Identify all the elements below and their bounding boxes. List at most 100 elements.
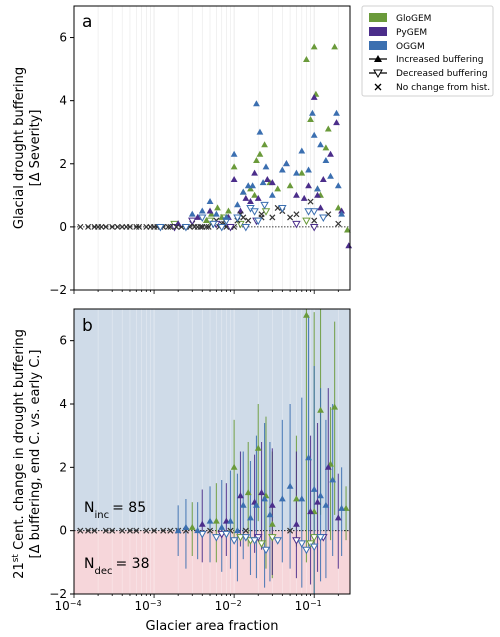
- pygem-increased-point: [327, 150, 334, 157]
- pygem-increased-point: [198, 520, 206, 527]
- panel-b-label: b: [82, 316, 93, 336]
- oggm-nochange-point: [197, 223, 204, 230]
- oggm-increased-point: [239, 501, 247, 508]
- pygem-nochange-point: [245, 217, 252, 224]
- pygem-nochange-point: [165, 223, 172, 230]
- oggm-nochange-point: [123, 223, 130, 230]
- pygem-nochange-point: [242, 527, 249, 534]
- legend-label-nochange: No change from hist.: [396, 83, 490, 93]
- pygem-increased-point: [345, 242, 353, 249]
- oggm-increased-point: [239, 188, 247, 195]
- glogem-increased-point: [317, 406, 324, 413]
- oggm-increased-point: [317, 141, 324, 148]
- pygem-nochange-point: [335, 220, 342, 227]
- oggm-increased-point: [334, 182, 342, 189]
- legend-swatch-oggm: [369, 41, 387, 50]
- y-tick-label: 2: [59, 157, 67, 171]
- oggm-decreased-point: [250, 208, 259, 216]
- glogem-increased-point: [214, 204, 221, 211]
- panel-b-ylabel-line1: 21st Cent. change in drought buffering: [11, 329, 27, 579]
- oggm-increased-point: [227, 517, 234, 524]
- x-tick-label: 10−3: [135, 599, 162, 614]
- n-dec-annotation: Ndec = 38: [84, 556, 149, 577]
- oggm-increased-point: [253, 100, 260, 107]
- pygem-nochange-point: [207, 527, 214, 534]
- y-tick-label: 6: [59, 334, 67, 348]
- glogem-increased-point: [256, 150, 264, 157]
- pygem-nochange-point: [203, 223, 210, 230]
- glogem-increased-point: [230, 163, 238, 170]
- pygem-increased-point: [194, 213, 202, 220]
- oggm-decreased-point: [309, 543, 319, 552]
- legend-label-pygem: PyGEM: [396, 28, 427, 38]
- glogem-increased-point: [274, 185, 282, 192]
- pygem-increased-point: [293, 520, 300, 527]
- pygem-increased-point: [237, 492, 244, 499]
- oggm-nochange-point: [136, 223, 143, 230]
- pygem-increased-point: [293, 191, 300, 198]
- legend-swatch-pygem: [369, 27, 387, 36]
- oggm-decreased-point: [302, 546, 311, 555]
- oggm-increased-point: [305, 454, 312, 461]
- pygem-nochange-point: [133, 527, 140, 534]
- oggm-increased-point: [259, 179, 267, 186]
- pygem-decreased-point: [292, 220, 301, 229]
- oggm-decreased-point: [250, 537, 259, 545]
- oggm-decreased-point: [212, 534, 221, 542]
- pygem-increased-point: [268, 501, 276, 508]
- glogem-decreased-point: [261, 208, 271, 216]
- oggm-increased-point: [261, 495, 268, 502]
- glogem-increased-point: [293, 495, 300, 502]
- legend-increased-marker-icon: [374, 55, 382, 62]
- glogem-increased-point: [207, 210, 215, 217]
- glogem-increased-point: [202, 216, 210, 223]
- oggm-increased-point: [206, 517, 214, 524]
- oggm-decreased-point: [233, 214, 242, 223]
- oggm-increased-point: [174, 527, 182, 534]
- oggm-increased-point: [253, 501, 260, 508]
- pygem-increased-point: [314, 191, 321, 198]
- oggm-nochange-point: [287, 214, 294, 221]
- pygem-nochange-point: [119, 527, 126, 534]
- pygem-increased-point: [258, 489, 265, 496]
- oggm-increased-point: [338, 210, 346, 217]
- legend-label-glogem: GloGEM: [396, 14, 431, 24]
- pygem-increased-point: [230, 175, 238, 182]
- oggm-increased-point: [234, 527, 241, 534]
- oggm-decreased-point: [229, 537, 239, 545]
- oggm-nochange-point: [147, 223, 154, 230]
- y-tick-label: 4: [59, 94, 67, 108]
- legend-decreased-marker-icon: [373, 69, 383, 79]
- glogem-increased-point: [253, 157, 260, 164]
- oggm-decreased-point: [278, 205, 287, 213]
- glogem-increased-point: [230, 463, 238, 470]
- pygem-nochange-point: [167, 527, 174, 534]
- oggm-increased-point: [310, 131, 318, 138]
- y-tick-label: 6: [59, 31, 67, 45]
- glogem-increased-point: [188, 523, 196, 530]
- panel-a-marks: [77, 43, 353, 249]
- legend-label-oggm: OGGM: [396, 42, 425, 52]
- pygem-increased-point: [242, 194, 250, 201]
- panel-a-frame: [73, 5, 351, 291]
- glogem-increased-point: [307, 116, 314, 122]
- oggm-increased-point: [206, 198, 214, 205]
- panel-a-ylabel-line2: [Δ Severity]: [28, 110, 43, 187]
- oggm-increased-point: [218, 523, 226, 530]
- pygem-increased-point: [310, 93, 318, 100]
- n-inc-annotation: Ninc = 85: [84, 500, 146, 521]
- glogem-increased-point: [344, 226, 351, 233]
- panel-b-ylabel-line2: [Δ buffering, end C. vs. early C.]: [28, 350, 43, 559]
- y-tick-label: 4: [59, 397, 67, 411]
- y-tick-label: 0: [59, 524, 67, 538]
- glogem-increased-point: [303, 311, 310, 318]
- oggm-decreased-point: [209, 220, 218, 229]
- legend: GloGEM PyGEM OGGM Increased buffering De…: [361, 5, 494, 97]
- oggm-decreased-point: [297, 540, 307, 548]
- glogem-increased-point: [342, 504, 350, 511]
- oggm-decreased-point: [253, 217, 263, 226]
- oggm-increased-point: [198, 207, 206, 214]
- panel-a-grid: [73, 6, 350, 290]
- oggm-increased-point: [283, 160, 290, 167]
- oggm-nochange-point: [91, 223, 98, 230]
